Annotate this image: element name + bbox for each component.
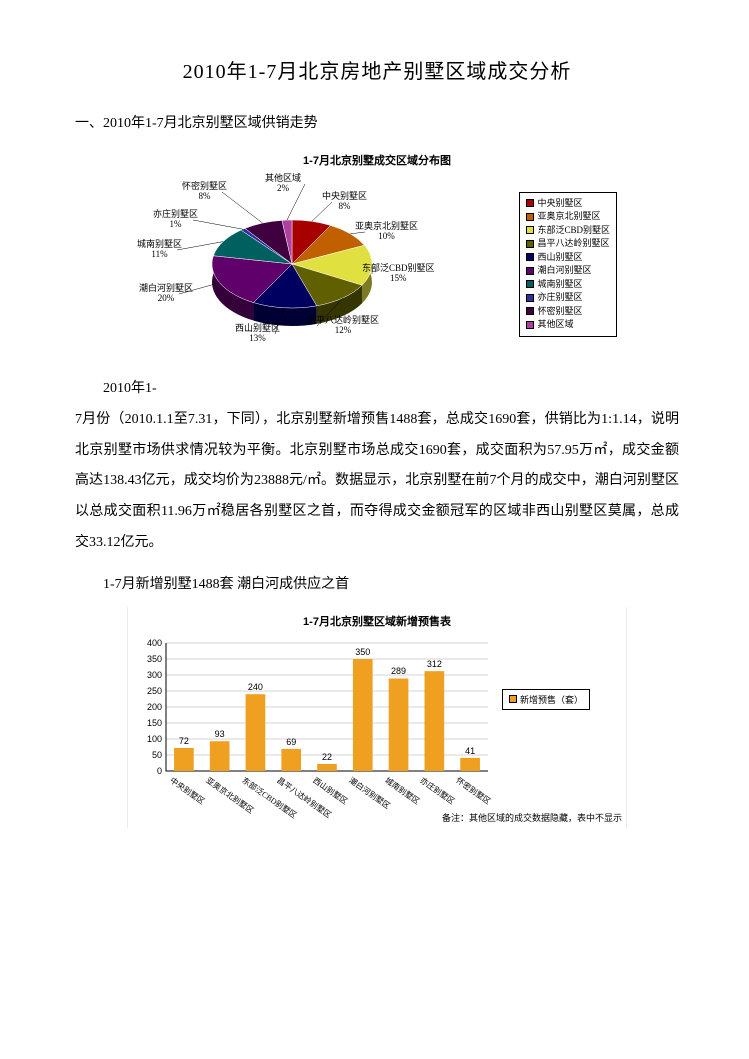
legend-item: 怀密别墅区 xyxy=(526,305,610,319)
page-title: 2010年1-7月北京房地产别墅区域成交分析 xyxy=(75,55,679,84)
bar-chart-title: 1-7月北京别墅区域新增预售表 xyxy=(132,613,622,629)
bar-chart: 1-7月北京别墅区域新增预售表 0 50 100 150 200 250 300 350 400… xyxy=(127,607,627,828)
pie-slice-label: 怀密别墅区8% xyxy=(182,182,227,202)
bar xyxy=(389,678,409,770)
bar-value-label: 240 xyxy=(248,682,263,692)
bar-value-label: 312 xyxy=(427,659,442,669)
pie-slice-label: 城南别墅区11% xyxy=(137,240,182,260)
y-axis-tick: 50 xyxy=(152,750,162,760)
bar xyxy=(210,741,230,771)
bar-chart-footnote: 备注：其他区域的成交数据隐藏，表中不显示 xyxy=(132,811,622,824)
legend-item: 中央别墅区 xyxy=(526,197,610,211)
bar xyxy=(281,749,301,771)
bar xyxy=(353,659,373,771)
pie-slice-label: 东部泛CBD别墅区15% xyxy=(362,264,435,284)
pie-chart-plot: 中央别墅区8% 亚奥京北别墅区10% 东部泛CBD别墅区15% 昌平八达岭别墅区12%… xyxy=(137,174,447,354)
sub-heading: 1-7月新增别墅1488套 潮白河成供应之首 xyxy=(75,573,679,593)
pie-slice-label: 西山别墅区13% xyxy=(235,324,280,344)
y-axis-tick: 200 xyxy=(147,702,162,712)
y-axis-tick: 150 xyxy=(147,718,162,728)
pie-slice-label: 昌平八达岭别墅区12% xyxy=(307,316,379,336)
legend-item: 东部泛CBD别墅区 xyxy=(526,224,610,238)
section-heading-1: 一、2010年1-7月北京别墅区域供销走势 xyxy=(75,112,679,132)
pie-chart-title: 1-7月北京别墅成交区域分布图 xyxy=(137,152,617,168)
y-axis-tick: 300 xyxy=(147,670,162,680)
legend-item: 其他区域 xyxy=(526,318,610,332)
bar-chart-plot: 05010015020025030035040072中央别墅区93亚奥京北别墅区… xyxy=(132,639,492,809)
legend-item: 亦庄别墅区 xyxy=(526,291,610,305)
legend-item: 西山别墅区 xyxy=(526,251,610,265)
bar-value-label: 93 xyxy=(215,729,225,739)
body-paragraph: 2010年1- 7月份（2010.1.1至7.31，下同），北京别墅新增预售14… xyxy=(75,374,679,559)
pie-slice-label: 中央别墅区8% xyxy=(322,192,367,212)
bar-value-label: 41 xyxy=(465,746,475,756)
pie-slice-label: 亦庄别墅区1% xyxy=(153,210,198,230)
y-axis-tick: 100 xyxy=(147,734,162,744)
bar xyxy=(174,748,194,771)
legend-item: 潮白河别墅区 xyxy=(526,264,610,278)
pie-slice-label: 亚奥京北别墅区10% xyxy=(355,222,418,242)
y-axis-tick: 350 xyxy=(147,654,162,664)
y-axis-tick: 250 xyxy=(147,686,162,696)
bar-value-label: 72 xyxy=(179,736,189,746)
y-axis-tick: 400 xyxy=(147,638,162,648)
legend-item: 昌平八达岭别墅区 xyxy=(526,237,610,251)
bar-value-label: 289 xyxy=(391,666,406,676)
bar-value-label: 69 xyxy=(286,737,296,747)
pie-chart-legend: 中央别墅区亚奥京北别墅区东部泛CBD别墅区昌平八达岭别墅区西山别墅区潮白河别墅区… xyxy=(519,192,617,337)
pie-chart: 1-7月北京别墅成交区域分布图 中央别墅区8% 亚奥京北别墅区10% 东部泛CBD别… xyxy=(137,152,617,354)
bar xyxy=(317,764,337,771)
bar xyxy=(424,671,444,771)
bar xyxy=(460,758,480,771)
y-axis-tick: 0 xyxy=(157,766,162,776)
pie-slice-label: 其他区域2% xyxy=(265,174,301,194)
bar-chart-legend: 新增预售（套） xyxy=(502,689,590,710)
bar-value-label: 350 xyxy=(355,647,370,657)
bar-value-label: 22 xyxy=(322,752,332,762)
legend-item: 亚奥京北别墅区 xyxy=(526,210,610,224)
bar xyxy=(246,694,266,771)
pie-slice-label: 潮白河别墅区20% xyxy=(139,284,193,304)
legend-item: 城南别墅区 xyxy=(526,278,610,292)
